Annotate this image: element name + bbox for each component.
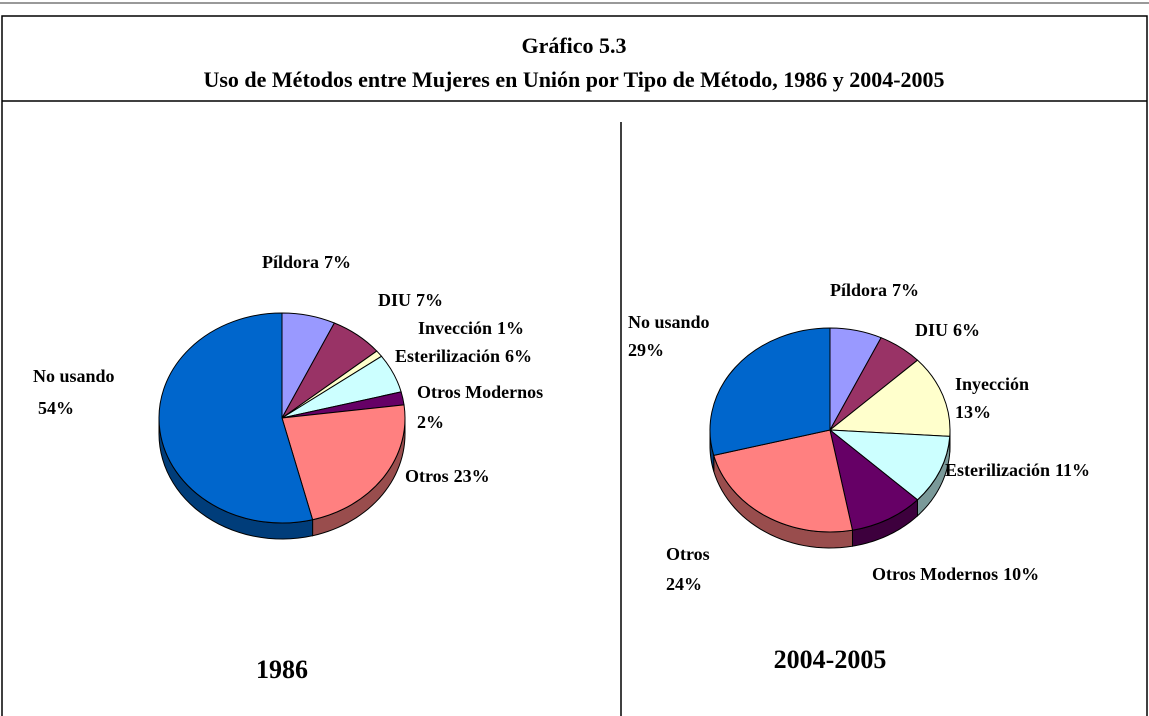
slice — [713, 429, 854, 533]
slice-label: Otros 23% — [405, 466, 490, 486]
slice-value: 7% — [324, 252, 351, 272]
slice-name: Píldora — [830, 280, 887, 300]
slice-value: 13% — [955, 402, 991, 422]
slice-name: Píldora — [262, 252, 319, 272]
slice-value: 6% — [953, 320, 980, 340]
slice-value: 1% — [497, 318, 524, 338]
slice-label: Píldora 7% — [262, 252, 351, 272]
slice — [828, 359, 951, 437]
slice-name: Inyección — [955, 374, 1029, 394]
slice-name: DIU — [915, 320, 948, 340]
slice-name: DIU — [378, 290, 411, 310]
slice-label: Esterilización 11% — [945, 460, 1090, 480]
slice-label: Otros Modernos 10% — [872, 564, 1039, 584]
slice-label: No usando 29% — [628, 312, 710, 360]
slice-label: No usando 54% — [33, 366, 115, 418]
slice-value: 29% — [628, 340, 664, 360]
slice — [281, 404, 406, 521]
slice-name: Invección — [418, 318, 492, 338]
slice-label: Píldora 7% — [830, 280, 919, 300]
slice-name: No usando — [628, 312, 710, 332]
slice-value: 7% — [416, 290, 443, 310]
slice-name: Otros Modernos — [417, 382, 543, 402]
slice — [829, 428, 919, 531]
slice-name: Otros Modernos — [872, 564, 998, 584]
slice-value: 2% — [417, 412, 444, 432]
slice-value: 23% — [454, 466, 490, 486]
slice-name: No usando — [33, 366, 115, 386]
slice-label: DIU 6% — [915, 320, 980, 340]
chart-title: Gráfico 5.3 — [521, 33, 626, 58]
slice-label: Otros 24% — [666, 544, 710, 594]
slice-name: Esterilización — [945, 460, 1050, 480]
slice-value: 54% — [38, 398, 74, 418]
slice-value: 10% — [1003, 564, 1039, 584]
slice-label: Otros Modernos 2% — [417, 382, 543, 432]
slice-value: 6% — [505, 346, 532, 366]
slice-label: Invección 1% — [418, 318, 524, 338]
slice-label: Esterilización 6% — [395, 346, 532, 366]
slice-label: Inyección 13% — [955, 374, 1029, 422]
slice-name: Otros — [405, 466, 449, 486]
chart-subtitle: Uso de Métodos entre Mujeres en Unión po… — [203, 67, 944, 92]
slice — [828, 429, 951, 501]
pie-title: 1986 — [256, 655, 308, 684]
frame — [1, 15, 1148, 716]
pie-title: 2004-2005 — [774, 645, 887, 674]
slice-label: DIU 7% — [378, 290, 443, 310]
slice-name: Otros — [666, 544, 710, 564]
slice — [709, 327, 831, 456]
slice-name: Esterilización — [395, 346, 500, 366]
slice-value: 24% — [666, 574, 702, 594]
slice-value: 11% — [1055, 460, 1090, 480]
slice-value: 7% — [892, 280, 919, 300]
slice — [158, 312, 314, 524]
